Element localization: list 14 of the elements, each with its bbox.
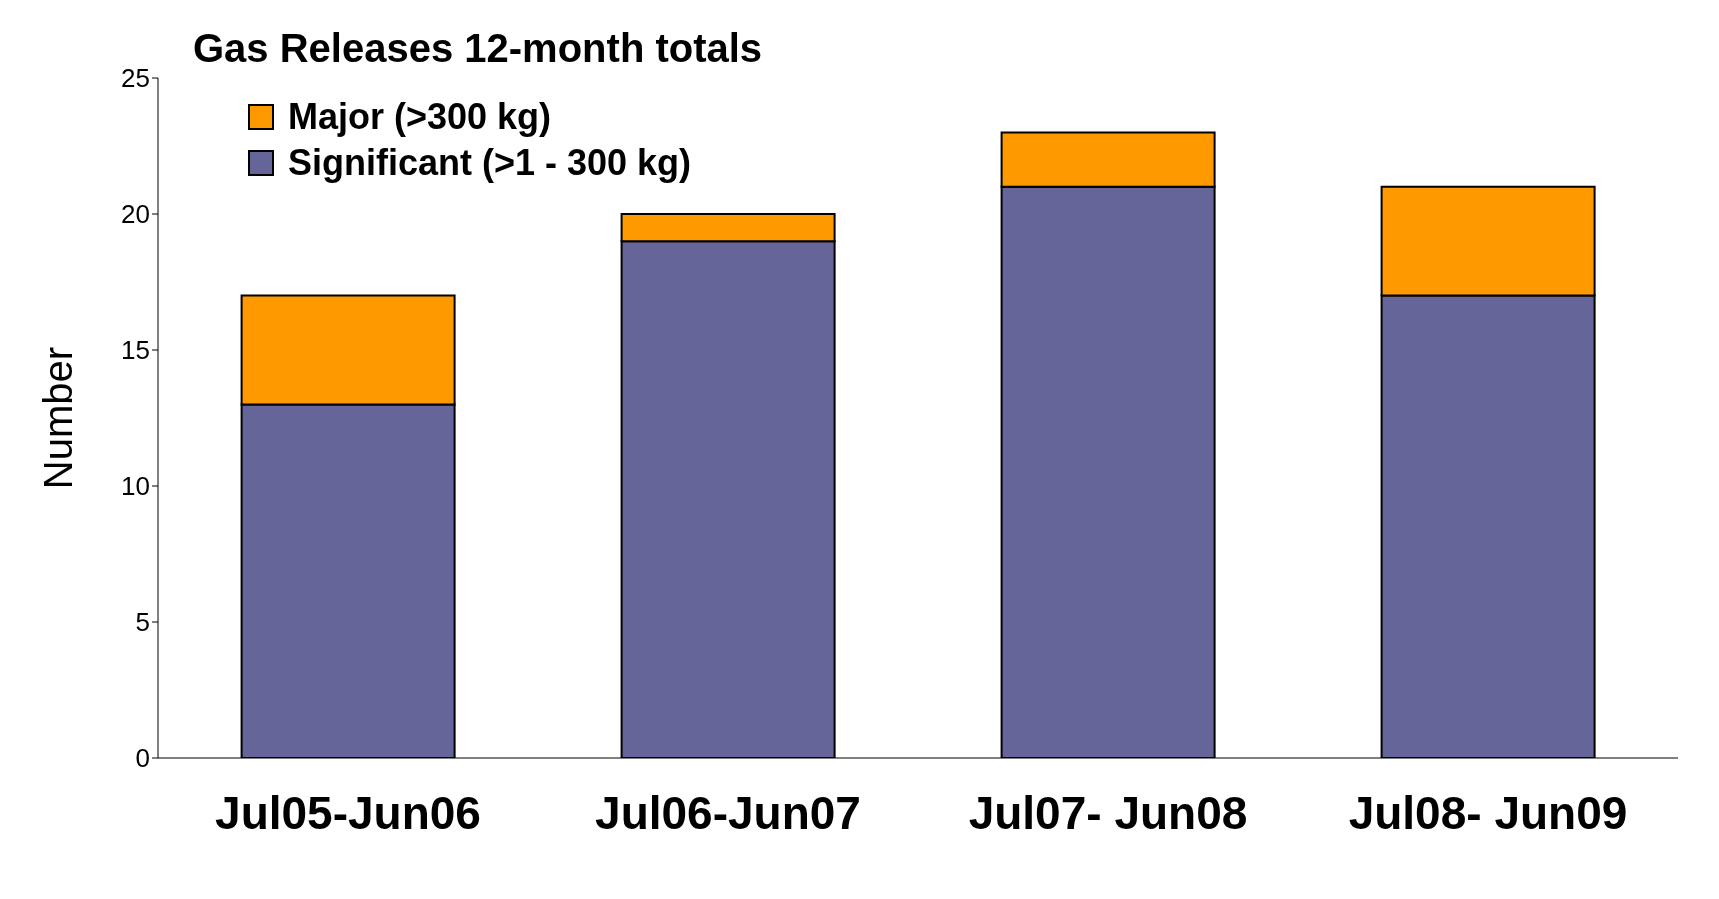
y-tick-label: 5 [135,607,150,638]
chart-title: Gas Releases 12-month totals [193,26,763,71]
x-tick-label: Jul08- Jun09 [1348,786,1628,839]
x-tick-label: Jul05-Jun06 [215,786,481,839]
legend-label: Significant (>1 - 300 kg) [288,142,692,184]
y-tick-label: 25 [121,63,150,94]
x-tick-label: Jul07- Jun08 [968,786,1248,839]
y-axis-title: Number [36,346,81,490]
y-tick-label: 20 [121,199,150,230]
legend-label: Major (>300 kg) [288,96,552,138]
x-tick-label: Jul06-Jun07 [595,786,861,839]
y-tick-label: 10 [121,471,150,502]
y-tick-label: 15 [121,335,150,366]
y-tick-label: 0 [135,743,150,774]
